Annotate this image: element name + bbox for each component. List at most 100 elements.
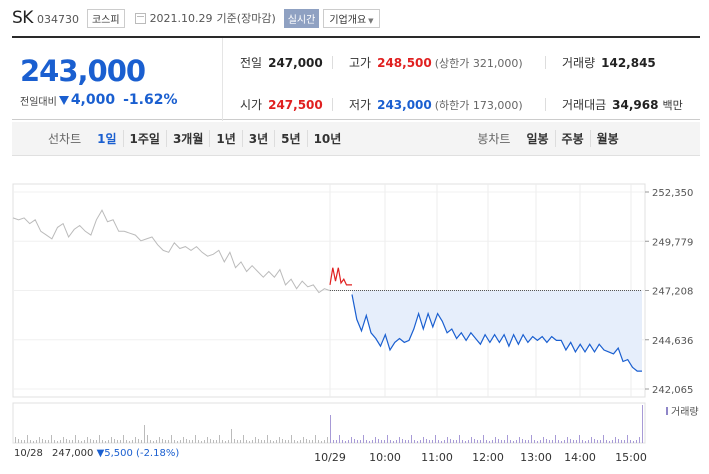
volume-bar — [246, 440, 247, 443]
series-line-down — [351, 294, 642, 372]
volume-bar — [462, 440, 463, 443]
volume-bar — [165, 440, 166, 443]
stat-amount: 거래대금 34,968 백만 — [562, 96, 683, 113]
volume-bar — [408, 440, 409, 443]
volume-bar — [117, 440, 118, 443]
x-tick-label: 10/29 — [314, 451, 346, 464]
tab-monthly[interactable]: 월봉 — [589, 130, 625, 147]
header-bar: SK 034730 코스피 2021.10.29 기준(장마감) 실시간 기업개… — [0, 0, 709, 36]
volume-bar — [501, 440, 502, 443]
volume-bar — [600, 440, 601, 443]
volume-bar — [630, 440, 631, 443]
volume-bar — [285, 440, 286, 443]
volume-bar — [210, 439, 211, 443]
volume-bar — [39, 437, 40, 443]
chart-tab-bar: 선차트 1일 1주일 3개월 1년 3년 5년 10년 봉차트 일봉 주봉 월봉 — [12, 122, 700, 156]
volume-bar — [231, 429, 232, 443]
volume-bar — [129, 441, 130, 443]
x-tick-label: 14:00 — [564, 451, 596, 464]
volume-bar — [51, 435, 52, 443]
stat-open: 시가 247,500 — [240, 96, 323, 113]
volume-bar — [402, 439, 403, 443]
volume-bar — [276, 440, 277, 443]
volume-bar — [510, 440, 511, 443]
volume-bar — [156, 440, 157, 443]
volume-bar — [627, 435, 628, 443]
tab-1y[interactable]: 1년 — [209, 130, 241, 147]
company-info-button[interactable]: 기업개요 ▼ — [323, 8, 380, 28]
volume-bar — [483, 435, 484, 443]
volume-bar — [411, 435, 412, 443]
volume-bar — [162, 439, 163, 443]
stat-prev-close: 전일 247,000 — [240, 54, 323, 71]
volume-bar — [522, 439, 523, 443]
volume-bar — [150, 440, 151, 443]
volume-bar — [297, 441, 298, 443]
tab-daily[interactable]: 일봉 — [526, 132, 549, 146]
realtime-button[interactable]: 실시간 — [283, 8, 320, 28]
volume-bar — [291, 435, 292, 443]
volume-bar — [366, 440, 367, 443]
change-label: 전일대비 — [20, 96, 57, 108]
volume-bar — [177, 441, 178, 443]
stat-value: 247,000 — [268, 56, 323, 70]
tab-weekly[interactable]: 주봉 — [554, 130, 590, 147]
stat-unit: 백만 — [662, 99, 683, 112]
price-change: 전일대비 4,000 -1.62% — [20, 92, 178, 108]
volume-bar — [222, 440, 223, 443]
prev-close-fill — [330, 289, 642, 372]
current-price-panel: 243,000 전일대비 4,000 -1.62% — [12, 38, 223, 121]
tab-1d[interactable]: 1일 — [97, 132, 117, 146]
tab-5y[interactable]: 5년 — [274, 130, 306, 147]
x-tick-label: 15:00 — [615, 451, 647, 464]
stat-label: 고가 — [349, 56, 372, 70]
company-name[interactable]: SK — [12, 8, 33, 28]
volume-bar — [546, 439, 547, 443]
volume-bar — [309, 440, 310, 443]
prev-day-change: ▼5,500 (-2.18%) — [96, 448, 180, 459]
volume-bar — [24, 440, 25, 443]
volume-bar — [387, 435, 388, 443]
volume-bar — [159, 437, 160, 443]
volume-bar — [390, 440, 391, 443]
tab-3m[interactable]: 3개월 — [165, 130, 209, 147]
volume-bar — [492, 440, 493, 443]
volume-bar — [312, 440, 313, 443]
volume-bar — [414, 440, 415, 443]
stat-value: 248,500 — [377, 56, 432, 70]
volume-bar — [174, 440, 175, 443]
volume-bar — [513, 441, 514, 443]
calendar-icon — [134, 12, 146, 24]
volume-bar — [57, 441, 58, 443]
volume-bar — [384, 440, 385, 443]
volume-bar — [228, 440, 229, 443]
volume-bar — [189, 440, 190, 443]
tab-1w[interactable]: 1주일 — [122, 130, 166, 147]
volume-bar — [399, 437, 400, 443]
volume-bar — [33, 441, 34, 443]
volume-bar — [72, 440, 73, 443]
volume-bar — [438, 440, 439, 443]
volume-bar — [237, 440, 238, 443]
volume-bar — [552, 440, 553, 443]
volume-bar — [489, 441, 490, 443]
series-line-up — [329, 267, 352, 286]
volume-bar — [528, 440, 529, 443]
candle-chart-label: 봉차트 — [477, 132, 511, 146]
volume-bar — [153, 441, 154, 443]
volume-bars: 거래량 — [12, 402, 699, 444]
volume-bar — [375, 437, 376, 443]
divider — [332, 98, 333, 111]
volume-bar — [564, 440, 565, 443]
volume-bar — [372, 440, 373, 443]
volume-bar — [279, 437, 280, 443]
volume-bar — [396, 440, 397, 443]
volume-bar — [252, 440, 253, 443]
volume-bar — [330, 415, 331, 443]
volume-bar — [516, 440, 517, 443]
volume-bar — [93, 440, 94, 443]
tab-3y[interactable]: 3년 — [241, 130, 274, 147]
divider — [545, 98, 546, 111]
tab-10y[interactable]: 10년 — [306, 130, 348, 147]
